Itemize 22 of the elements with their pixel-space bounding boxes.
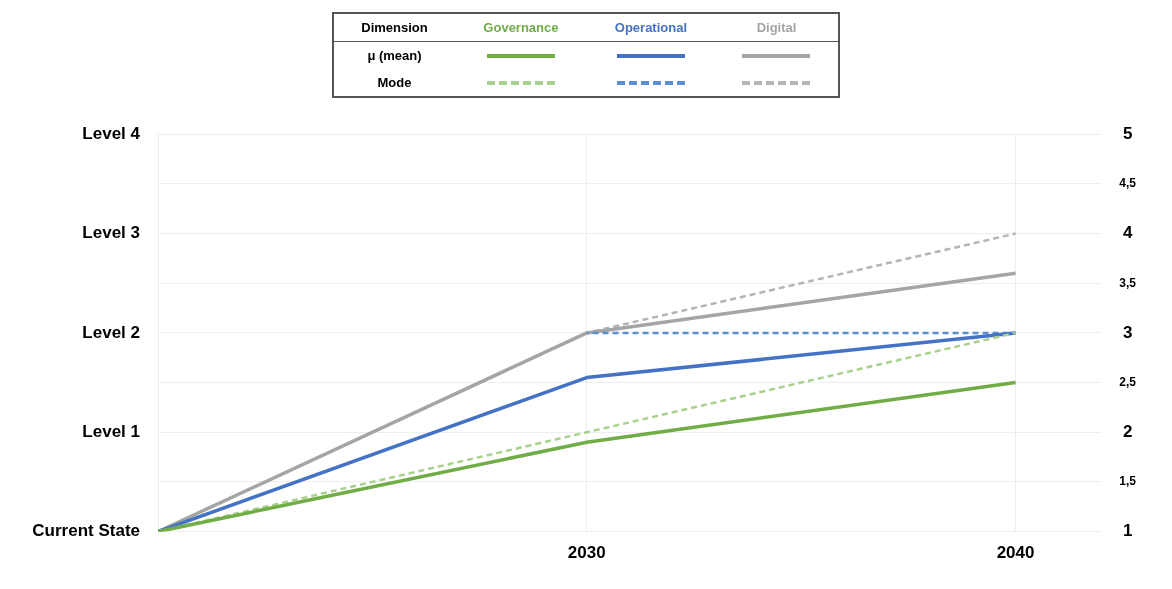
y-tick-label: 3,5 (1119, 275, 1137, 290)
text: Governance (482, 19, 560, 37)
text: Mode (376, 74, 413, 92)
text: Level 1 (82, 421, 140, 441)
text: Level 2 (82, 322, 140, 342)
y-tick-label: 4,5 (1119, 176, 1137, 191)
y-tick-label: 2,5 (1119, 374, 1137, 389)
y-tick-label: 5 (1122, 123, 1133, 143)
legend-title: Dimension (360, 19, 429, 37)
text: Level 4 (82, 123, 141, 143)
x-tick-label: 2030 (567, 543, 606, 563)
y-tick-label: 1 (1122, 521, 1133, 541)
text: Operational (613, 19, 689, 37)
y-tick-label: 1,5 (1119, 474, 1137, 489)
text: Level 3 (82, 223, 140, 243)
y-tick-label: 4 (1122, 223, 1133, 243)
text: Current State (32, 521, 140, 541)
y-tick-label: 3 (1122, 322, 1133, 342)
x-tick-label: 2040 (996, 543, 1035, 563)
text: Digital (755, 19, 798, 37)
text: μ (mean) (366, 47, 423, 65)
y-tick-label: 2 (1122, 421, 1133, 441)
